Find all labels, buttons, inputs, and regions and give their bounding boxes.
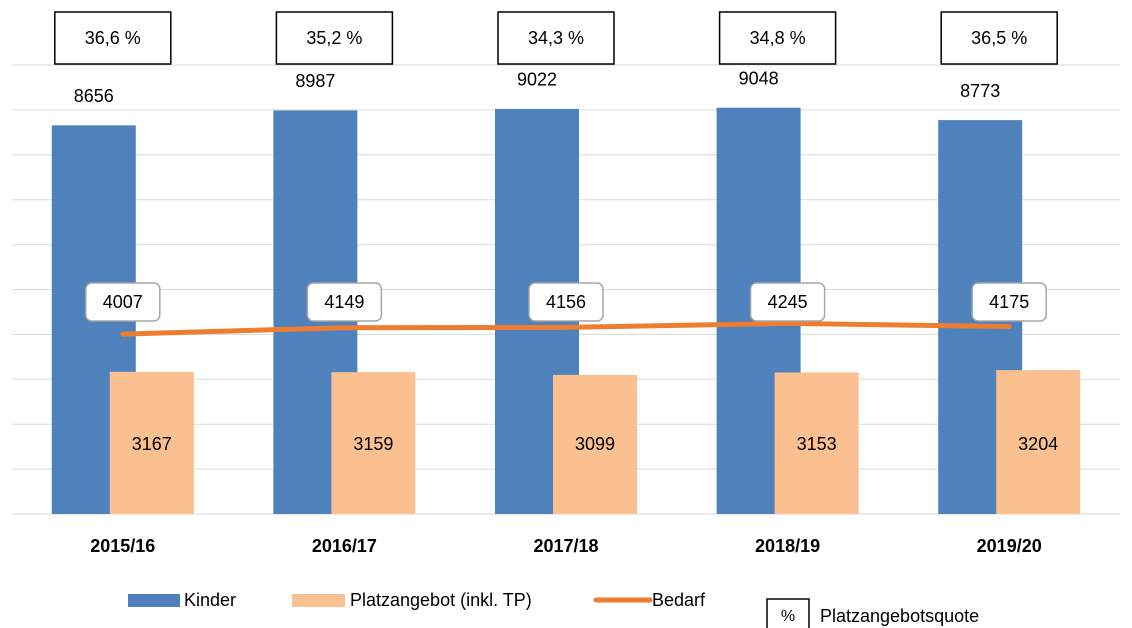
legend-label: Kinder	[184, 590, 236, 610]
bar	[331, 372, 416, 514]
quote-label: 34,8 %	[750, 28, 806, 48]
line	[120, 320, 1012, 337]
legend-label: Platzangebot (inkl. TP)	[350, 590, 532, 610]
x-tick-label: 2015/16	[90, 536, 155, 556]
quote-label: 36,6 %	[85, 28, 141, 48]
quote-box	[940, 11, 1058, 65]
bar	[109, 371, 194, 514]
data-label: 4149	[324, 292, 364, 312]
quote-label: 36,5 %	[971, 28, 1027, 48]
label-box	[749, 282, 826, 322]
legend-label: Bedarf	[652, 590, 706, 610]
quote-box	[718, 11, 837, 65]
data-label: 9048	[739, 68, 779, 88]
x-tick-label: 2016/17	[312, 536, 377, 556]
quote-box	[275, 11, 394, 65]
quote-label: 35,2 %	[306, 28, 362, 48]
data-label: 8773	[960, 81, 1000, 101]
bar	[996, 370, 1081, 514]
legend-symbol: %	[781, 608, 795, 625]
legend-swatch	[766, 598, 810, 628]
data-label: 3159	[353, 434, 393, 454]
x-tick-label: 2017/18	[533, 536, 598, 556]
data-label: 8656	[74, 86, 114, 106]
x-tick-label: 2019/20	[977, 536, 1042, 556]
bar	[553, 374, 637, 514]
data-label: 9022	[517, 70, 557, 90]
label-box	[971, 282, 1047, 322]
legend-label: Platzangebotsquote	[820, 606, 979, 626]
data-label: 4156	[546, 292, 586, 312]
data-label: 4007	[103, 292, 143, 312]
label-box	[306, 282, 383, 322]
label-box	[85, 282, 161, 322]
x-tick-label: 2018/19	[755, 536, 820, 556]
data-label: 8987	[295, 71, 335, 91]
data-label: 3204	[1018, 434, 1058, 454]
bar	[774, 372, 859, 514]
quote-box	[497, 11, 615, 65]
data-label: 3099	[575, 434, 615, 454]
quote-box	[54, 11, 172, 65]
legend-swatch	[292, 594, 345, 607]
data-label: 4175	[989, 292, 1029, 312]
data-label: 3153	[797, 434, 837, 454]
data-label: 4245	[768, 292, 808, 312]
quote-label: 34,3 %	[528, 28, 584, 48]
label-box	[528, 282, 604, 322]
legend-swatch	[128, 594, 180, 607]
data-label: 3167	[132, 434, 172, 454]
